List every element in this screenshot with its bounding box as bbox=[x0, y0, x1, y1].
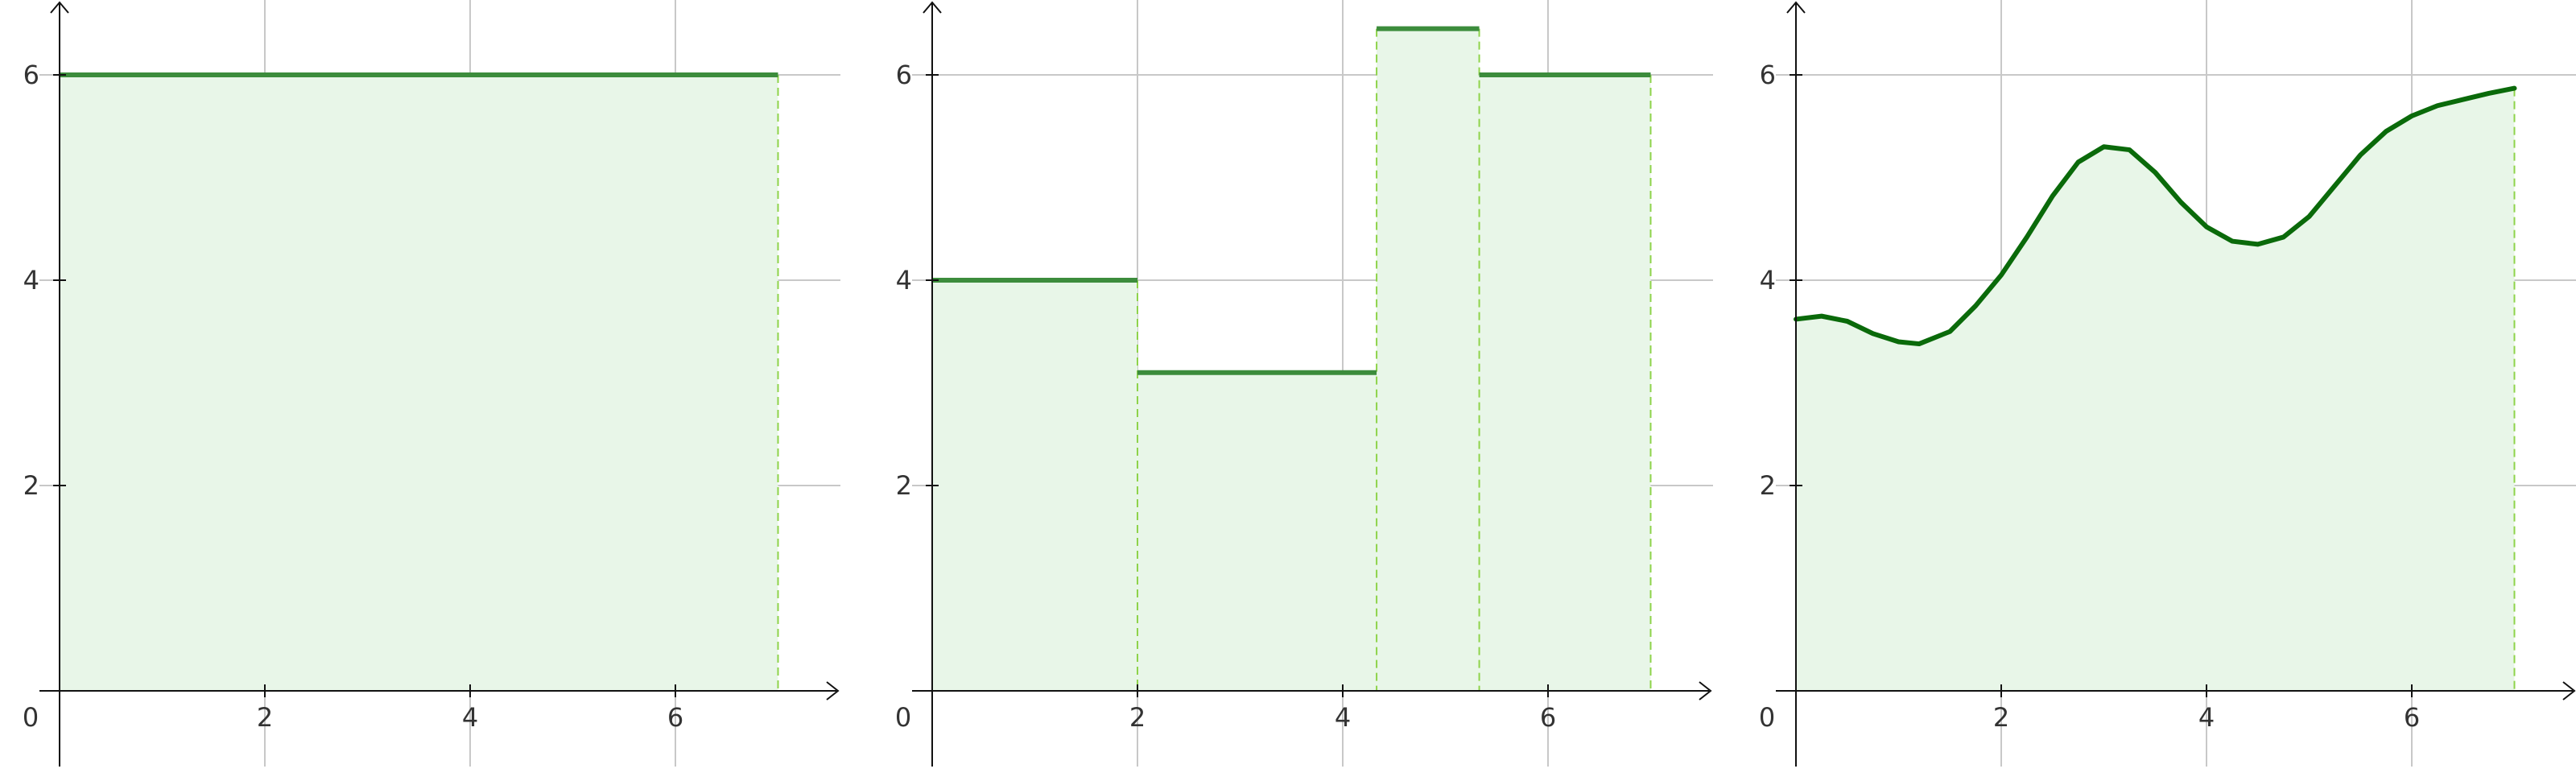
area-fill-segment bbox=[1479, 75, 1651, 691]
area-fill-segment bbox=[1137, 372, 1377, 691]
y-tick-label: 4 bbox=[896, 265, 912, 296]
y-tick-label: 6 bbox=[896, 60, 912, 90]
x-axis-arrow bbox=[826, 681, 840, 701]
x-tick-label: 2 bbox=[1993, 702, 2009, 733]
x-tick-label: 2 bbox=[257, 702, 273, 733]
x-tick-label: 4 bbox=[2198, 702, 2215, 733]
y-tick-label: 4 bbox=[23, 265, 39, 296]
y-tick-label: 4 bbox=[1760, 265, 1776, 296]
area-fill bbox=[1796, 88, 2515, 691]
y-axis-arrow bbox=[1786, 1, 1806, 14]
area-fill-segment bbox=[1377, 28, 1480, 691]
x-tick-label: 4 bbox=[1335, 702, 1351, 733]
x-tick-label: 6 bbox=[2404, 702, 2420, 733]
y-tick-label: 6 bbox=[23, 60, 39, 90]
x-axis-arrow bbox=[1699, 681, 1712, 701]
x-tick-label: 6 bbox=[1540, 702, 1556, 733]
area-fill-segment bbox=[932, 280, 1137, 691]
origin-label: 0 bbox=[895, 702, 911, 733]
y-axis-arrow bbox=[50, 1, 69, 14]
x-tick-label: 6 bbox=[667, 702, 683, 733]
chart-panel-1: 2 4 6 2 4 6 0 bbox=[23, 0, 840, 767]
y-tick-label: 2 bbox=[23, 470, 39, 501]
chart-panel-2: 2 4 6 2 4 6 0 bbox=[895, 0, 1713, 767]
y-tick-label: 2 bbox=[896, 470, 912, 501]
chart-panel-3: 2 4 6 2 4 6 0 bbox=[1759, 0, 2576, 767]
x-tick-label: 4 bbox=[462, 702, 478, 733]
y-axis-arrow bbox=[923, 1, 942, 14]
origin-label: 0 bbox=[1759, 702, 1775, 733]
x-axis-arrow bbox=[2562, 681, 2576, 701]
area-fill-segment bbox=[60, 75, 778, 691]
x-tick-label: 2 bbox=[1129, 702, 1146, 733]
y-tick-label: 2 bbox=[1760, 470, 1776, 501]
y-tick-label: 6 bbox=[1760, 60, 1776, 90]
origin-label: 0 bbox=[23, 702, 39, 733]
function-curve bbox=[1794, 85, 2517, 347]
